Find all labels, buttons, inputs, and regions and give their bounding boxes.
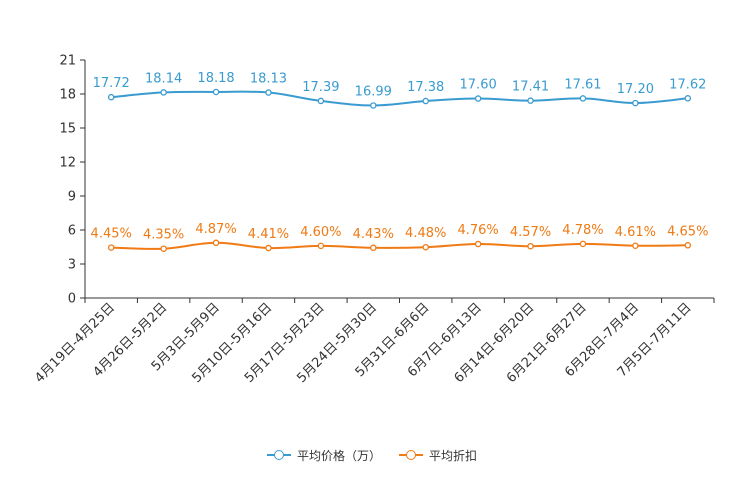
- data-point: [107, 244, 115, 251]
- data-label: 4.76%: [457, 223, 498, 238]
- legend-label: 平均价格（万）: [296, 448, 381, 463]
- data-label: 4.35%: [143, 228, 184, 243]
- data-label: 18.18: [197, 71, 234, 86]
- y-tick-label: 9: [68, 190, 76, 205]
- data-label: 4.60%: [300, 225, 341, 240]
- data-label: 4.48%: [405, 226, 446, 241]
- data-point: [684, 95, 692, 102]
- legend-item-discount[interactable]: 平均折扣: [399, 447, 477, 464]
- data-point: [370, 102, 377, 109]
- data-label: 17.61: [564, 77, 601, 92]
- data-point: [160, 89, 167, 96]
- data-point: [212, 239, 220, 247]
- series-line: [111, 241, 688, 250]
- data-label: 17.39: [302, 80, 339, 95]
- data-point: [160, 245, 167, 252]
- data-label: 16.99: [355, 84, 392, 99]
- data-label: 4.78%: [562, 223, 603, 238]
- data-point: [474, 240, 482, 248]
- y-tick-label: 6: [68, 224, 76, 239]
- data-label: 17.20: [617, 82, 654, 97]
- data-label: 18.13: [250, 72, 287, 87]
- data-label: 4.43%: [353, 227, 394, 242]
- y-tick-label: 0: [68, 292, 76, 307]
- data-label: 4.45%: [91, 227, 132, 242]
- data-point: [317, 242, 325, 250]
- data-point: [265, 244, 272, 252]
- data-label: 17.60: [460, 78, 497, 93]
- data-point: [579, 95, 587, 102]
- data-point: [107, 93, 115, 101]
- y-tick-label: 18: [59, 88, 76, 103]
- data-label: 4.57%: [510, 225, 551, 240]
- legend: 平均价格（万） 平均折扣: [0, 444, 744, 466]
- series-layer: 17.72 18.14 18.18 18.13 17.39 16.99 17.38 17.60…: [91, 71, 708, 252]
- series-0: 17.72 18.14 18.18 18.13 17.39 16.99 17.38 17.60…: [93, 71, 706, 109]
- data-label: 17.62: [669, 77, 706, 92]
- data-point: [317, 97, 325, 105]
- data-point: [527, 242, 534, 250]
- data-point: [422, 97, 429, 105]
- legend-marker-icon: [266, 449, 291, 461]
- legend-item-price[interactable]: 平均价格（万）: [266, 447, 381, 464]
- series-1: 4.45% 4.35% 4.87% 4.41% 4.60% 4.43% 4.48% 4.76%…: [91, 222, 708, 252]
- data-point: [684, 242, 692, 249]
- y-tick-label: 21: [59, 54, 76, 69]
- data-label: 4.61%: [615, 225, 656, 240]
- data-point: [212, 88, 220, 96]
- data-label: 4.65%: [667, 224, 708, 239]
- series-line: [111, 90, 688, 107]
- data-point: [265, 89, 272, 96]
- data-point: [527, 97, 534, 104]
- data-point: [474, 95, 482, 102]
- data-point: [632, 242, 639, 250]
- data-point: [579, 240, 587, 248]
- data-point: [422, 243, 429, 251]
- data-label: 4.41%: [248, 227, 289, 242]
- data-label: 17.41: [512, 80, 549, 95]
- data-label: 17.72: [93, 76, 130, 91]
- data-label: 4.87%: [195, 222, 236, 237]
- legend-label: 平均折扣: [429, 448, 478, 463]
- data-label: 18.14: [145, 71, 182, 86]
- data-point: [632, 99, 639, 107]
- y-tick-label: 12: [59, 156, 76, 171]
- legend-marker-icon: [399, 449, 423, 461]
- data-label: 17.38: [407, 80, 444, 95]
- data-point: [370, 244, 377, 252]
- y-tick-label: 3: [68, 258, 76, 273]
- y-tick-label: 15: [59, 122, 76, 137]
